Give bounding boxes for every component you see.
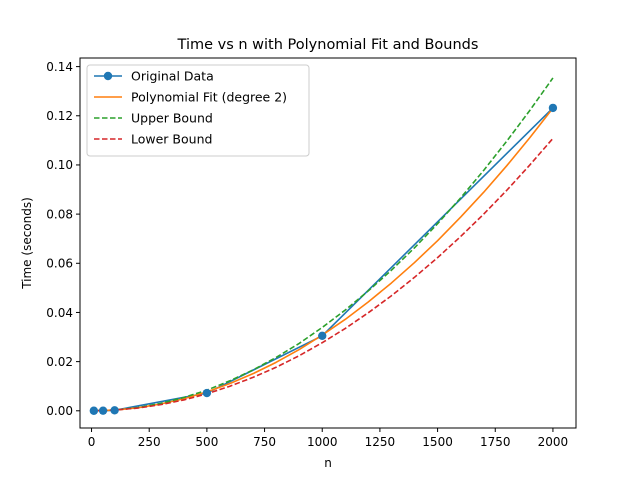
legend-label: Lower Bound (131, 132, 212, 147)
legend: Original Data Polynomial Fit (degree 2) Up… (86, 64, 310, 157)
series-line-3 (93, 137, 554, 412)
x-tick-label: 1000 (307, 435, 338, 449)
data-point (110, 406, 119, 415)
x-tick-label: 750 (253, 435, 276, 449)
y-tick-label: 0.02 (46, 355, 73, 369)
x-tick-label: 1750 (480, 435, 511, 449)
data-point (202, 388, 212, 398)
legend-marker (103, 71, 113, 81)
x-tick-label: 2000 (538, 435, 569, 449)
y-tick-label: 0.06 (46, 257, 73, 271)
x-tick-label: 250 (138, 435, 161, 449)
axes-frame (79, 57, 577, 429)
y-axis-label: Time (seconds) (20, 197, 34, 290)
chart-title: Time vs n with Polynomial Fit and Bounds (177, 37, 479, 53)
y-tick-label: 0.04 (46, 306, 73, 320)
x-axis: 0 250 500 750 1000 1250 1500 1750 2000 (88, 428, 568, 449)
y-tick-label: 0.10 (46, 158, 73, 172)
legend-label: Polynomial Fit (degree 2) (131, 90, 287, 105)
y-tick-label: 0.00 (46, 404, 73, 418)
y-tick-label: 0.08 (46, 207, 73, 221)
data-point (548, 103, 558, 113)
legend-label: Upper Bound (131, 111, 213, 126)
x-tick-label: 1250 (365, 435, 396, 449)
plot-area (89, 77, 558, 415)
legend-label: Original Data (131, 69, 214, 84)
data-point (98, 406, 108, 415)
legend-box (86, 64, 310, 157)
data-point (89, 406, 99, 415)
y-axis: 0.00 0.02 0.04 0.06 0.08 0.10 0.12 0.14 (46, 60, 80, 418)
x-tick-label: 500 (195, 435, 218, 449)
data-point (318, 331, 327, 341)
y-tick-label: 0.12 (46, 109, 73, 123)
x-tick-label: 0 (88, 435, 96, 449)
x-axis-label: n (324, 456, 332, 470)
x-tick-label: 1500 (422, 435, 453, 449)
series-line-2 (93, 77, 554, 412)
y-tick-label: 0.14 (46, 60, 73, 74)
